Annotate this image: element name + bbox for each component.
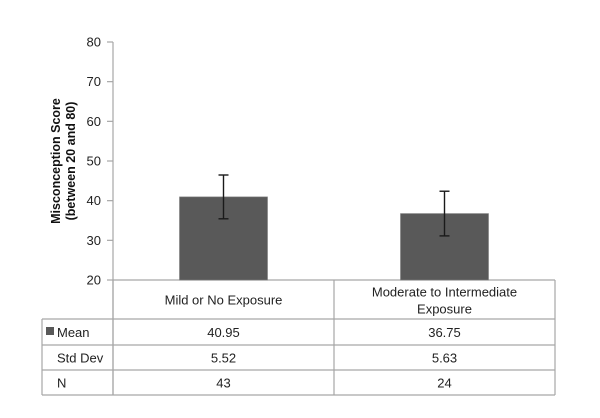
y-axis-title: Misconception Score (between 20 and 80) — [49, 98, 78, 224]
table-cell: 43 — [216, 376, 230, 391]
y-tick-label: 50 — [87, 154, 101, 169]
table-cell: 36.75 — [428, 325, 461, 340]
data-table: Mild or No Exposure Moderate to Intermedi… — [41, 280, 556, 396]
y-tick-label: 30 — [87, 233, 101, 248]
y-axis-title-line: Misconception Score — [49, 98, 63, 224]
row-label: Mean — [57, 325, 90, 340]
category-header: Exposure — [417, 302, 472, 317]
bars — [179, 174, 489, 281]
y-tick-label: 20 — [87, 273, 101, 288]
table-cell: 5.52 — [211, 351, 236, 366]
table-cell: 5.63 — [432, 351, 457, 366]
y-tick-label: 70 — [87, 74, 101, 89]
y-axis-title-group: Misconception Score (between 20 and 80) — [49, 98, 78, 224]
table-cell: 24 — [437, 376, 451, 391]
y-tick-label: 80 — [87, 35, 101, 50]
legend-key-swatch — [46, 327, 54, 335]
category-header: Moderate to Intermediate — [372, 285, 517, 300]
y-tick-label: 60 — [87, 114, 101, 129]
y-tick-label: 40 — [87, 193, 101, 208]
row-label: N — [57, 376, 66, 391]
table-cell: 40.95 — [207, 325, 240, 340]
y-axis-title-line: (between 20 and 80) — [64, 102, 78, 221]
row-label: Std Dev — [57, 351, 104, 366]
category-header: Mild or No Exposure — [165, 293, 283, 308]
